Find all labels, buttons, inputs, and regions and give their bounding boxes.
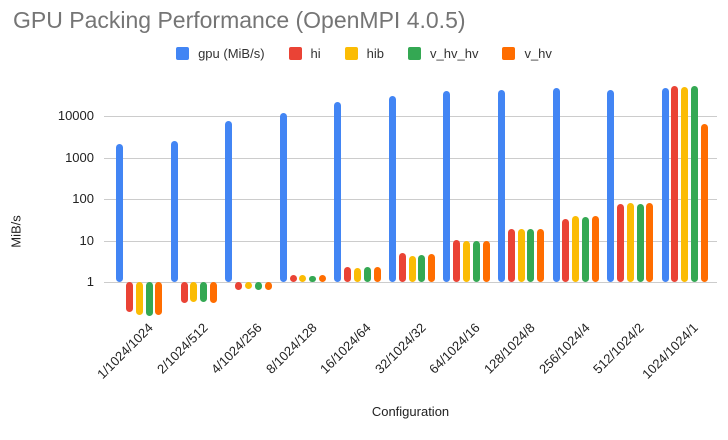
x-tick-label: 8/1024/128	[262, 320, 320, 377]
bar	[507, 228, 515, 282]
bar	[354, 268, 361, 282]
x-tick-label: 2/1024/512	[153, 320, 211, 377]
bar	[225, 120, 233, 282]
legend-swatch	[502, 47, 516, 60]
bar	[126, 282, 133, 312]
bar	[453, 240, 461, 282]
x-tick-label: 512/1024/2	[590, 320, 647, 377]
bar	[537, 228, 545, 282]
bar	[254, 282, 262, 290]
bar	[636, 203, 644, 282]
bar	[363, 267, 371, 282]
legend-item: hib	[344, 46, 385, 61]
bar	[388, 96, 396, 282]
bar	[309, 275, 317, 282]
y-tick-label: 10	[79, 232, 94, 248]
bar	[408, 255, 416, 282]
bar	[209, 282, 217, 303]
bar	[235, 282, 243, 290]
bar	[443, 91, 451, 282]
bar	[398, 253, 406, 282]
legend-item: v_hv_hv	[408, 46, 478, 61]
bar	[552, 88, 560, 282]
bar	[691, 85, 698, 282]
bar	[180, 282, 188, 303]
bar	[607, 89, 615, 282]
x-tick-label: 1024/1024/1	[639, 320, 702, 382]
bar	[319, 275, 326, 282]
bar	[373, 267, 381, 282]
x-tick-label: 32/1024/32	[371, 320, 429, 377]
bar	[498, 90, 505, 282]
y-axis-title: MiB/s	[8, 215, 24, 248]
legend-item: v_hv	[502, 46, 552, 61]
bar	[626, 203, 634, 282]
gridline	[104, 116, 717, 117]
bar	[616, 204, 624, 282]
bar	[344, 266, 352, 282]
x-axis-title: Configuration	[371, 404, 450, 419]
bar	[334, 101, 342, 282]
bar	[572, 216, 580, 282]
bar	[418, 254, 426, 282]
legend-label: hib	[366, 46, 385, 61]
bar	[190, 282, 198, 302]
legend-item: gpu (MiB/s)	[176, 46, 265, 61]
bar	[428, 254, 436, 282]
y-tick-label: 100	[72, 191, 94, 206]
bar	[700, 123, 708, 282]
y-tick-label: 1000	[65, 149, 94, 165]
bar	[472, 241, 480, 282]
legend-label: hi	[310, 46, 321, 61]
bar	[279, 112, 287, 282]
bar	[581, 216, 589, 282]
x-tick-label: 1/1024/1024	[94, 320, 156, 382]
x-tick-label: 64/1024/16	[426, 320, 484, 377]
bar	[591, 216, 599, 282]
bar	[299, 274, 307, 282]
chart-title: GPU Packing Performance (OpenMPI 4.0.5)	[13, 7, 466, 33]
legend-label: gpu (MiB/s)	[198, 46, 265, 61]
x-tick-label: 128/1024/8	[481, 320, 538, 377]
gridline	[104, 240, 717, 242]
bar	[463, 241, 470, 282]
bar	[681, 86, 689, 282]
legend-item: hi	[288, 46, 321, 61]
bar	[671, 85, 679, 282]
legend-label: v_hv_hv	[430, 46, 479, 61]
bar	[155, 282, 163, 315]
bar	[661, 87, 669, 282]
y-tick-label: 1	[86, 274, 94, 289]
gridline	[104, 199, 717, 200]
legend-swatch	[288, 47, 302, 60]
bar	[527, 228, 535, 282]
bar	[482, 240, 490, 282]
bar	[646, 203, 654, 282]
bar	[200, 282, 208, 302]
x-tick-label: 4/1024/256	[208, 320, 266, 377]
legend-swatch	[344, 47, 358, 60]
bar	[517, 228, 525, 282]
gridline	[104, 157, 717, 159]
x-tick-label: 16/1024/64	[317, 320, 375, 377]
y-tick-label: 10000	[57, 108, 94, 123]
legend-swatch	[176, 47, 190, 60]
bar	[135, 282, 143, 315]
bar	[244, 282, 252, 289]
bar	[264, 282, 272, 290]
bar	[116, 144, 124, 282]
legend: gpu (MiB/s) hi hib v_hv_hv v_hv	[0, 46, 728, 61]
bar	[562, 219, 570, 282]
bar	[289, 275, 297, 282]
bar	[170, 141, 178, 282]
legend-swatch	[408, 47, 422, 60]
bar	[145, 282, 153, 317]
x-tick-label: 256/1024/4	[535, 320, 593, 377]
legend-label: v_hv	[524, 46, 552, 61]
gridline	[104, 282, 717, 283]
